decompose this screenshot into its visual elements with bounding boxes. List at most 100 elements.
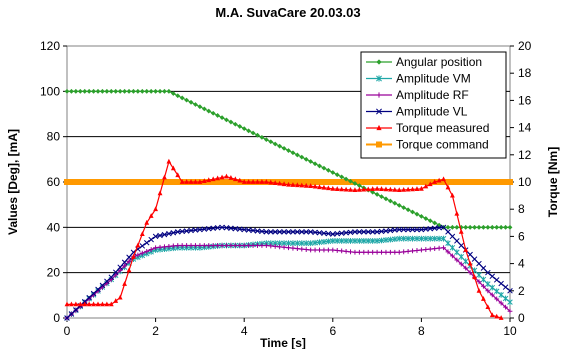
series-4-point-38 <box>232 176 238 182</box>
series-4-point-62 <box>339 186 345 192</box>
series-2-point-58 <box>321 247 327 253</box>
series-0-point-56 <box>312 161 318 167</box>
series-4-point-21 <box>157 190 163 196</box>
y-tick-label-0: 0 <box>53 311 60 325</box>
series-2-point-20 <box>153 245 158 251</box>
series-4-point-41 <box>246 179 252 184</box>
series-4 <box>64 158 504 320</box>
series-3-point-97 <box>493 277 500 283</box>
series-5-point-20 <box>152 179 159 185</box>
series-0-point-50 <box>286 148 291 153</box>
series-4-point-96 <box>489 312 495 318</box>
series-3-point-44 <box>259 228 265 235</box>
series-5-point-81 <box>422 179 429 185</box>
series-1-point-65 <box>352 238 358 244</box>
series-2-point-81 <box>423 247 429 252</box>
series-3-point-45 <box>263 229 270 235</box>
series-3-point-58 <box>321 230 327 236</box>
series-5-point-6 <box>90 179 97 185</box>
series-3-point-42 <box>250 227 256 234</box>
series-4-point-28 <box>188 179 194 184</box>
series-0-point-26 <box>179 95 185 101</box>
series-2-point-95 <box>485 288 491 294</box>
series-5-point-23 <box>165 179 172 185</box>
series-2-point-13 <box>122 263 127 269</box>
series-3-point-18 <box>143 239 150 246</box>
series-1-point-93 <box>476 272 482 278</box>
series-0-point-5 <box>86 88 92 94</box>
series-3-point-74 <box>392 227 398 233</box>
series-5-point-14 <box>126 179 133 185</box>
y-tick-label-3: 60 <box>47 175 61 189</box>
series-4-point-58 <box>321 184 327 190</box>
y-tick-label-2: 40 <box>47 220 61 234</box>
series-1-point-88 <box>454 249 460 256</box>
legend-label-3: Amplitude VL <box>396 105 468 119</box>
series-3-point-83 <box>431 225 438 231</box>
y2-tick-label-4: 8 <box>518 202 525 216</box>
series-3-point-72 <box>383 228 389 234</box>
series-4-point-48 <box>277 180 283 186</box>
series-0-point-42 <box>250 130 256 136</box>
x-tick-label-5: 10 <box>503 324 517 338</box>
series-0-point-69 <box>370 189 376 195</box>
series-1-point-74 <box>392 236 398 243</box>
series-4-point-17 <box>139 231 145 237</box>
series-2-point-80 <box>419 247 424 253</box>
series-1-point-85 <box>440 235 447 242</box>
series-3-point-56 <box>312 229 318 236</box>
series-5-point-36 <box>223 179 230 185</box>
series-1-point-97 <box>493 288 500 295</box>
series-3-point-89 <box>458 242 465 249</box>
series-4-point-30 <box>197 179 203 184</box>
series-0-point-48 <box>277 143 283 149</box>
series-4-point-5 <box>86 301 92 307</box>
series-3-point-79 <box>414 226 420 233</box>
legend-marker-3 <box>376 108 382 115</box>
series-4-point-93 <box>476 287 482 293</box>
series-0-point-8 <box>100 88 105 94</box>
series-2-point-61 <box>334 248 340 253</box>
series-0-point-57 <box>317 163 322 169</box>
series-2-point-76 <box>401 249 407 255</box>
series-2-point-86 <box>445 249 451 255</box>
series-4-point-45 <box>263 179 269 184</box>
series-3-point-95 <box>485 269 491 276</box>
series-4-point-35 <box>219 174 225 180</box>
series-0-point-24 <box>170 91 176 96</box>
series-1-point-73 <box>387 236 394 243</box>
series-4-point-29 <box>193 179 198 184</box>
series-layer <box>64 88 513 321</box>
series-3-point-2 <box>73 307 79 313</box>
series-3-point-32 <box>206 225 212 232</box>
series-4-point-90 <box>463 247 469 252</box>
series-2-point-66 <box>356 249 362 255</box>
series-3-point-96 <box>489 273 496 280</box>
series-4-point-24 <box>170 165 176 171</box>
series-5-point-12 <box>117 179 124 185</box>
series-5-point-62 <box>338 179 345 185</box>
series-0-point-43 <box>255 132 260 138</box>
series-3-point-68 <box>365 229 371 235</box>
series-4-point-44 <box>259 179 265 184</box>
series-5-point-54 <box>303 179 310 185</box>
series-3-point-17 <box>139 243 146 249</box>
series-4-point-15 <box>131 253 136 259</box>
series-4-point-81 <box>423 183 429 189</box>
series-3-point-19 <box>148 236 154 243</box>
series-1-point-98 <box>498 291 504 298</box>
series-1-point-52 <box>294 240 301 247</box>
series-5-point-22 <box>161 179 168 185</box>
series-1-point-87 <box>449 244 456 251</box>
series-3-point-7 <box>95 286 101 293</box>
series-3-point-14 <box>126 254 132 261</box>
series-2-point-99 <box>503 304 508 310</box>
series-3-point-34 <box>214 225 221 231</box>
series-3-point-53 <box>299 229 305 235</box>
series-0-point-81 <box>423 216 429 221</box>
series-3-point-61 <box>334 230 340 237</box>
series-0-point-41 <box>246 128 252 134</box>
series-2-point-79 <box>414 248 420 253</box>
series-5-point-56 <box>312 179 319 185</box>
y2-tick-label-6: 12 <box>518 148 532 162</box>
